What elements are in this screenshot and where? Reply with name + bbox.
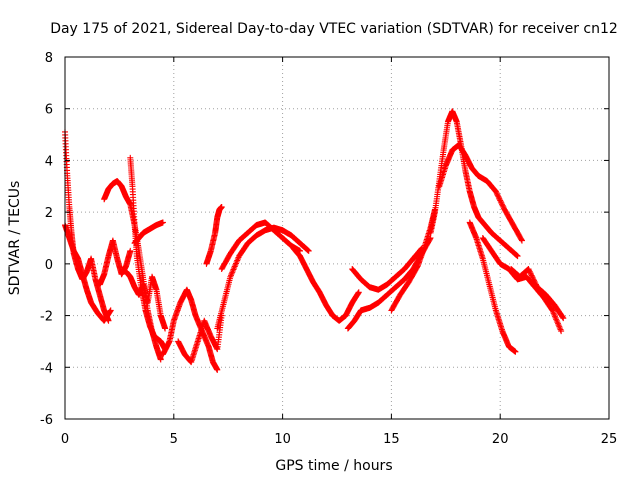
data-point	[495, 194, 502, 201]
data-point	[494, 191, 501, 198]
series-arc-20	[479, 235, 565, 335]
data-point	[530, 276, 537, 283]
data-point	[500, 203, 507, 210]
data-point	[493, 189, 500, 196]
data-point	[492, 188, 499, 195]
y-axis-label: SDTVAR / TECUs	[7, 181, 23, 296]
series-arc-2	[62, 222, 114, 324]
data-point	[494, 192, 501, 199]
data-point	[218, 203, 225, 210]
series-arc-9	[175, 312, 225, 366]
data-point	[514, 253, 521, 260]
data-point	[162, 325, 169, 332]
data-point	[499, 201, 506, 208]
x-tick-labels: 0 5 10 15 20 25	[61, 432, 617, 447]
y-tick-labels: -6 -4 -2 0 2 4 6 8	[40, 51, 53, 428]
data-point	[107, 307, 114, 314]
data-point	[527, 269, 534, 276]
data-point	[559, 314, 566, 321]
data-point	[304, 246, 311, 253]
data-point	[497, 198, 504, 205]
data-point	[529, 273, 536, 280]
data-point	[499, 202, 506, 209]
data-point	[214, 366, 221, 373]
data-point	[560, 315, 567, 322]
x-axis-label: GPS time / hours	[275, 458, 392, 474]
data-point	[157, 356, 164, 363]
series-arc-19	[466, 219, 519, 355]
grid	[65, 57, 609, 419]
y-tick-label: -4	[40, 361, 53, 376]
series-arc-4	[96, 237, 134, 288]
y-tick-label: -2	[40, 310, 53, 325]
x-tick-label: 5	[170, 432, 178, 447]
x-tick-label: 20	[492, 432, 509, 447]
series-arc-7	[122, 268, 169, 332]
data-point	[532, 280, 539, 287]
x-tick-label: 15	[383, 432, 400, 447]
data-point	[528, 272, 535, 279]
data-point	[529, 275, 536, 282]
x-tick-label: 0	[61, 432, 69, 447]
data-point	[355, 289, 362, 296]
y-tick-label: 6	[45, 103, 53, 118]
plot-frame	[64, 56, 610, 420]
series-arc-14	[344, 235, 434, 332]
series-arc-17	[427, 108, 521, 260]
data-point	[518, 237, 525, 244]
series-arc-6	[131, 219, 166, 247]
series-arc-10	[203, 203, 225, 267]
data-point	[127, 247, 134, 254]
data-point	[532, 281, 539, 288]
data-point	[525, 266, 532, 273]
x-tick-label: 10	[274, 432, 291, 447]
series-arc-15	[349, 245, 425, 293]
y-tick-label: 0	[45, 258, 53, 273]
data-point	[496, 196, 503, 203]
series-arc-13	[290, 245, 362, 324]
data-point	[518, 236, 525, 243]
data-point	[531, 278, 538, 285]
data-point	[531, 277, 538, 284]
data-point	[159, 219, 166, 226]
data-point	[513, 251, 520, 258]
series-arc-12	[218, 219, 304, 273]
data-point	[497, 197, 504, 204]
series-arc-21	[508, 266, 567, 322]
data-point	[527, 271, 534, 278]
series-arc-18	[436, 141, 525, 244]
data-point	[526, 268, 533, 275]
data-point	[495, 193, 502, 200]
data-point	[526, 267, 533, 274]
data-point	[558, 328, 565, 335]
y-tick-label: 8	[45, 51, 53, 66]
series-arc-8	[159, 286, 221, 373]
y-tick-label: 2	[45, 206, 53, 221]
chart-title: Day 175 of 2021, Sidereal Day-to-day VTE…	[50, 21, 618, 37]
axis-ticks	[64, 56, 610, 420]
y-tick-label: 4	[45, 154, 53, 169]
y-tick-label: -6	[40, 413, 53, 428]
data-point	[498, 200, 505, 207]
data-point	[305, 247, 312, 254]
data-point	[513, 252, 520, 259]
data-point	[512, 348, 519, 355]
data-points	[62, 108, 567, 373]
x-tick-label: 25	[601, 432, 618, 447]
data-point	[305, 247, 312, 254]
